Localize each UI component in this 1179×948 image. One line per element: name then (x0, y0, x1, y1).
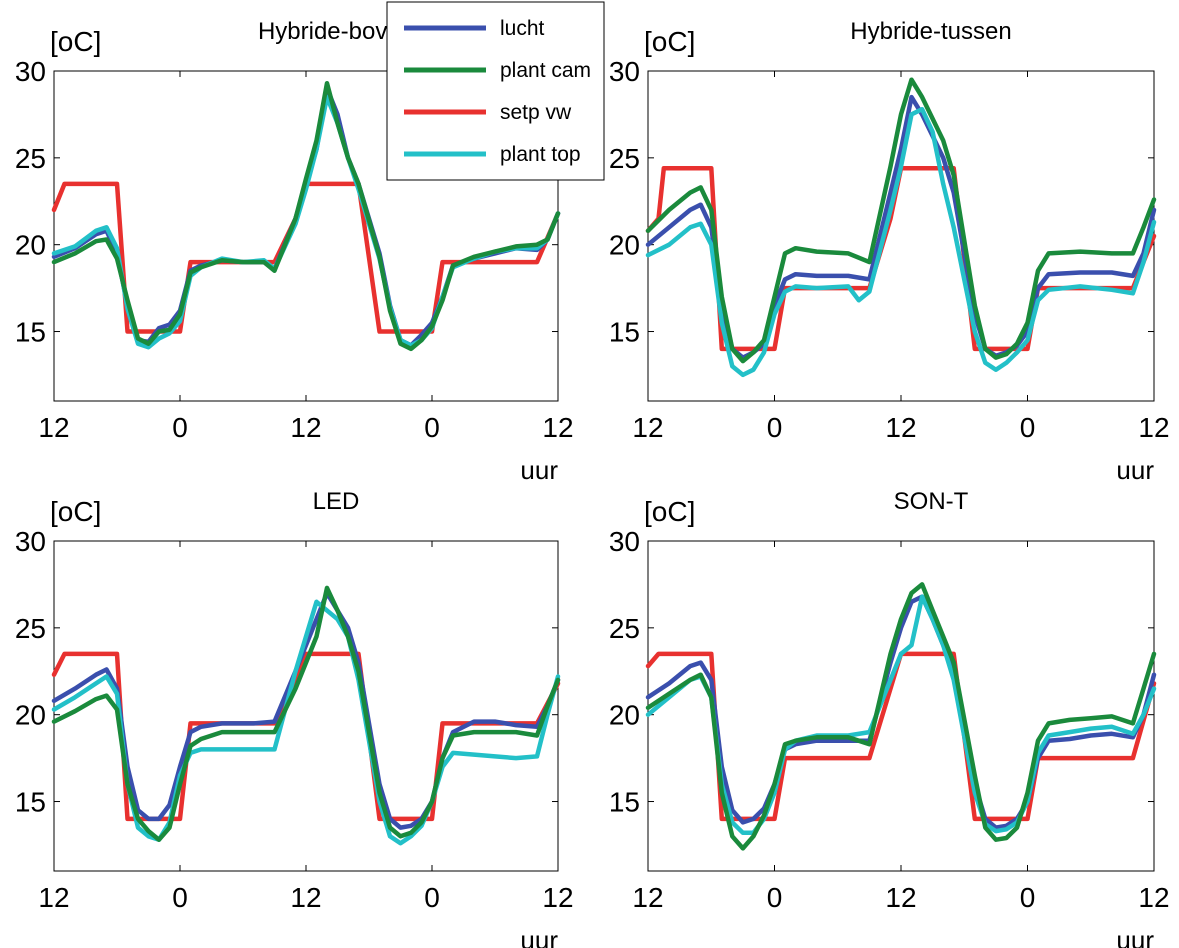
x-tick-label: 0 (172, 882, 188, 913)
x-tick-label: 12 (290, 882, 321, 913)
panel-son-t: 15 20 25 30 12 0 12 0 12 SON-T [oC] uur (609, 488, 1170, 948)
y-tick-label: 30 (609, 526, 640, 557)
y-tick-label: 25 (609, 143, 640, 174)
x-axis-unit-label: uur (1116, 455, 1154, 485)
plot-area (53, 540, 559, 872)
x-tick-label: 0 (1020, 882, 1036, 913)
y-tick-label: 15 (609, 787, 640, 818)
legend-label: setp vw (500, 101, 572, 124)
y-tick-label: 20 (15, 700, 46, 731)
series-line-plant-cam (645, 582, 1157, 851)
y-tick-label: 15 (609, 317, 640, 348)
y-tick-label: 20 (15, 230, 46, 261)
x-tick-label: 12 (38, 882, 69, 913)
x-tick-label: 0 (767, 882, 783, 913)
y-tick-label: 20 (609, 700, 640, 731)
y-tick-label: 30 (15, 526, 46, 557)
series-line-plant-top (645, 594, 1157, 836)
panel-title: SON-T (894, 488, 969, 515)
y-tick-label: 30 (15, 56, 46, 87)
series-line-plant-cam (51, 80, 561, 352)
x-tick-label: 12 (885, 412, 916, 443)
y-tick-label: 15 (15, 317, 46, 348)
x-axis-unit-label: uur (1116, 925, 1154, 948)
y-axis-unit-label: [oC] (50, 26, 101, 57)
x-tick-label: 0 (172, 412, 188, 443)
y-tick-label: 20 (609, 230, 640, 261)
x-axis-unit-label: uur (520, 925, 558, 948)
x-tick-label: 12 (290, 412, 321, 443)
panel-title: LED (313, 488, 360, 515)
y-axis-unit-label: [oC] (50, 496, 101, 527)
series-line-lucht (51, 590, 561, 830)
legend: lucht plant cam setp vw plant top (386, 1, 605, 181)
x-tick-label: 0 (767, 412, 783, 443)
panel-led: 15 20 25 30 12 0 12 0 12 LED [oC] uur (15, 488, 574, 948)
legend-box (386, 1, 605, 181)
x-tick-label: 12 (632, 412, 663, 443)
x-tick-label: 12 (1138, 412, 1169, 443)
x-tick-label: 12 (885, 882, 916, 913)
series-line-plant-top (645, 106, 1157, 378)
panel-title: Hybride-tussen (850, 18, 1011, 45)
legend-label: lucht (500, 17, 545, 40)
series-line-plant-cam (51, 585, 561, 842)
plot-area (647, 540, 1155, 872)
x-tick-label: 0 (1020, 412, 1036, 443)
x-tick-label: 12 (542, 412, 573, 443)
panel-hybride-tussen: 15 20 25 30 12 0 12 0 12 Hybride-tussen [oC] uur (609, 18, 1170, 485)
x-tick-label: 12 (1138, 882, 1169, 913)
x-tick-label: 0 (424, 412, 440, 443)
y-tick-label: 30 (609, 56, 640, 87)
y-axis-unit-label: [oC] (644, 26, 695, 57)
x-tick-label: 12 (38, 412, 69, 443)
series-line-plant-cam (645, 77, 1157, 364)
y-tick-label: 25 (15, 143, 46, 174)
legend-label: plant cam (500, 59, 591, 82)
series-line-lucht (645, 594, 1157, 830)
y-axis-unit-label: [oC] (644, 496, 695, 527)
x-tick-label: 12 (632, 882, 663, 913)
legend-label: plant top (500, 143, 581, 166)
series-line-plant-top (51, 599, 561, 846)
x-tick-label: 0 (424, 882, 440, 913)
x-tick-label: 12 (542, 882, 573, 913)
x-axis-unit-label: uur (520, 455, 558, 485)
y-tick-label: 25 (15, 613, 46, 644)
y-tick-label: 15 (15, 787, 46, 818)
y-tick-label: 25 (609, 613, 640, 644)
